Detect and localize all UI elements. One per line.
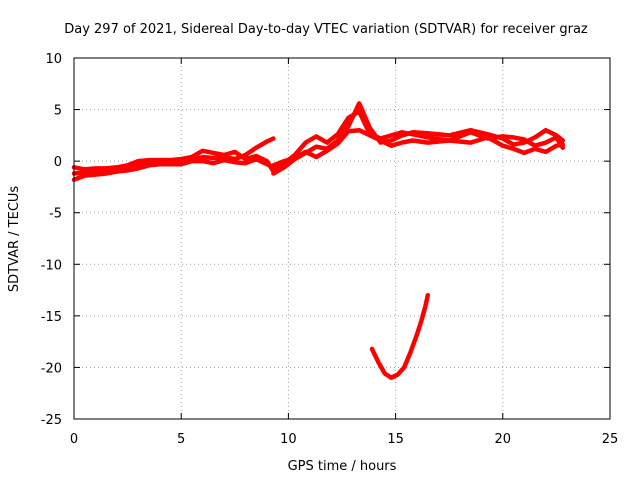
y-tick-label: 10 <box>45 52 62 67</box>
y-tick-label: -20 <box>41 361 62 376</box>
y-tick-label: -15 <box>41 310 62 325</box>
grid <box>74 58 610 419</box>
series-line-sdtvar-band-b <box>71 148 276 174</box>
x-tick-label: 25 <box>602 432 619 447</box>
x-tick-label: 10 <box>280 432 297 447</box>
y-tick-label: 5 <box>54 104 62 119</box>
y-tick-label: -5 <box>49 207 62 222</box>
series-line-sdtvar-dip <box>369 292 431 380</box>
series-line-sdtvar-band-d <box>271 101 566 176</box>
series-line-sdtvar-band-e <box>271 109 566 172</box>
x-tick-label: 20 <box>495 432 512 447</box>
y-tick-label: -25 <box>41 413 62 428</box>
y-tick-label: 0 <box>54 155 62 170</box>
axis-ticks: -25 -20 -15 -10 -5 0 5 10 0 5 10 15 20 25 <box>41 52 619 447</box>
y-tick-label: -10 <box>41 258 62 273</box>
x-tick-label: 15 <box>387 432 404 447</box>
y-axis-title: SDTVAR / TECUs <box>7 186 22 293</box>
data-series <box>71 101 566 380</box>
x-tick-label: 5 <box>177 432 185 447</box>
chart-title: Day 297 of 2021, Sidereal Day-to-day VTE… <box>64 22 588 37</box>
series-line-sdtvar-band-c <box>71 156 276 182</box>
x-axis-title: GPS time / hours <box>288 459 397 474</box>
plot-frame <box>73 57 611 420</box>
series-line-sdtvar-band-f <box>271 127 566 168</box>
x-tick-label: 0 <box>70 432 78 447</box>
